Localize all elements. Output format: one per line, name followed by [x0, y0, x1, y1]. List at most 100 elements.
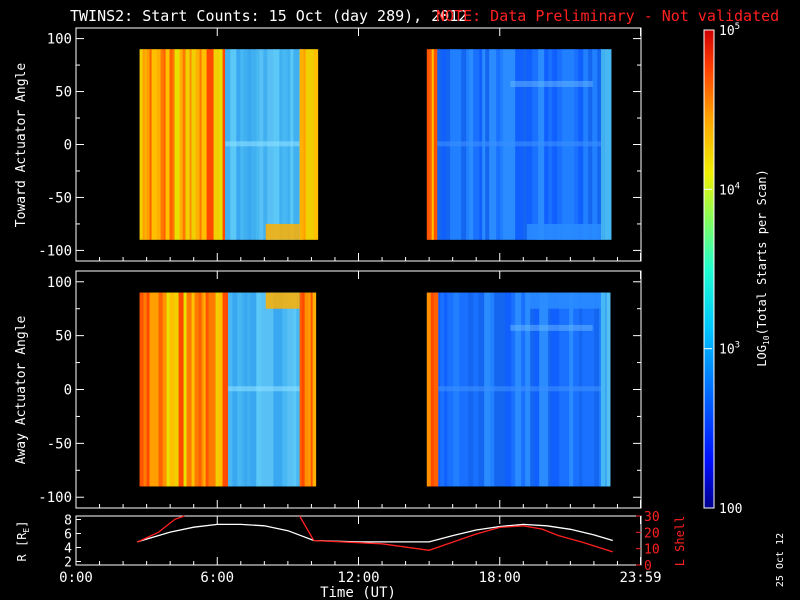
heat-stripe — [201, 49, 208, 240]
heat-stripe — [143, 292, 148, 487]
orbit-left-y-label: R [RE] — [15, 521, 31, 562]
date-stamp: 25 Oct 12 — [775, 533, 786, 587]
time-axis-label: Time (UT) — [320, 585, 396, 600]
heat-stripe — [142, 49, 146, 240]
heat-fringe — [309, 49, 315, 240]
orbit-right-tick-label: 30 — [644, 510, 660, 525]
heat-fringe-region — [265, 223, 300, 240]
heat-stripe — [430, 292, 435, 487]
orbit-lines — [136, 515, 613, 553]
chart-title: TWINS2: Start Counts: 15 Oct (day 289), … — [70, 7, 467, 25]
heat-stripe — [172, 49, 176, 240]
away-heatmap — [139, 292, 611, 487]
heat-stripe — [201, 292, 205, 487]
y-tick-label: 50 — [55, 85, 72, 101]
toward-heatmap — [139, 49, 612, 240]
heat-stripe — [222, 292, 229, 487]
x-tick-label: 6:00 — [200, 570, 234, 586]
colorbar — [703, 29, 715, 509]
y-tick-label: -100 — [38, 490, 72, 506]
heat-stripe — [429, 49, 433, 240]
heat-stripe — [158, 292, 164, 487]
heat-stripe — [222, 49, 226, 240]
colorbar-ticks: 105 104 103 100 — [704, 22, 742, 517]
colorbar-label-suffix: (Total Starts per Scan) — [755, 169, 769, 335]
heat-stripe — [169, 292, 176, 487]
colorbar-tick-label: 103 — [719, 341, 740, 358]
heat-stripe — [213, 49, 218, 240]
colorbar-label: LOG10(Total Starts per Scan) — [755, 169, 771, 367]
x-tick-label: 23:59 — [619, 570, 661, 586]
heat-stripe — [160, 49, 165, 240]
heat-stripe — [185, 49, 191, 240]
orbit-left-tick-label: 6 — [64, 528, 72, 543]
heat-fringe — [304, 292, 310, 487]
heat-fringe — [299, 292, 303, 487]
heat-band — [224, 386, 300, 392]
heat-stripe — [151, 49, 158, 240]
heat-stripe — [153, 292, 160, 487]
heat-fringe — [303, 49, 307, 240]
orbit-right-tick-label: 0 — [644, 559, 652, 574]
y-tick-label: 0 — [64, 383, 72, 399]
heat-band — [510, 324, 593, 331]
colorbar-label-prefix: LOG — [755, 345, 769, 367]
heat-stripe — [151, 292, 155, 487]
heat-stripe — [149, 292, 153, 487]
orbit-right-y-label: L Shell — [673, 516, 687, 567]
heat-stripe — [166, 292, 171, 487]
heat-stripe — [139, 292, 145, 487]
away-y-axis: 100 50 0 -50 -100 — [38, 275, 641, 506]
orbit-left-y-label-main: R [R — [15, 532, 29, 562]
heat-stripe — [165, 49, 171, 240]
orbit-left-tick-label: 2 — [64, 556, 72, 571]
preliminary-note: NOTE: Data Preliminary - Not validated — [436, 7, 779, 25]
heat-fringe — [308, 292, 312, 487]
heat-stripe — [211, 292, 217, 487]
heat-fringe — [600, 49, 606, 240]
heat-stripe — [183, 292, 188, 487]
heat-stripe — [218, 292, 224, 487]
heat-fringe — [310, 292, 314, 487]
heat-band — [436, 141, 601, 147]
heat-stripe — [219, 49, 224, 240]
heat-stripe — [191, 292, 196, 487]
heat-fringe — [312, 292, 317, 487]
heat-stripe — [156, 49, 162, 240]
heat-stripe — [169, 49, 174, 240]
heat-fringe-region — [526, 223, 601, 240]
heat-stripe — [163, 49, 167, 240]
orbit-left-y-label-sub: E — [22, 528, 31, 533]
colorbar-tick-label: 100 — [719, 502, 742, 517]
heat-fringe — [313, 49, 319, 240]
heat-stripe — [206, 49, 210, 240]
heat-fringe — [299, 49, 305, 240]
toward-y-label: Toward Actuator Angle — [14, 63, 29, 228]
heat-stripe — [203, 292, 207, 487]
colorbar-tick-label: 105 — [719, 22, 740, 39]
y-tick-label: 50 — [55, 329, 72, 345]
heat-band — [224, 141, 300, 147]
orbit-left-tick-label: 8 — [64, 514, 72, 529]
y-tick-label: -50 — [47, 190, 72, 206]
time-axis: 0:00 6:00 12:00 18:00 23:59 — [59, 28, 662, 586]
heat-stripe — [433, 292, 439, 487]
heat-stripe — [189, 49, 193, 240]
x-tick-label: 18:00 — [479, 570, 521, 586]
heat-fringe — [604, 292, 608, 487]
orbit-right-tick-label: 20 — [644, 526, 660, 541]
heat-fringe-region — [265, 292, 300, 309]
heat-stripe — [195, 49, 201, 240]
x-tick-label: 0:00 — [59, 570, 93, 586]
heat-stripe — [178, 292, 185, 487]
heat-stripe — [146, 292, 151, 487]
heat-fringe — [301, 292, 306, 487]
x-tick-label: 12:00 — [337, 570, 379, 586]
heat-stripe — [208, 292, 213, 487]
heat-stripe — [146, 49, 151, 240]
heat-fringe — [606, 292, 611, 487]
heat-stripe — [174, 49, 181, 240]
heat-band — [510, 80, 593, 87]
heat-stripe — [426, 49, 431, 240]
